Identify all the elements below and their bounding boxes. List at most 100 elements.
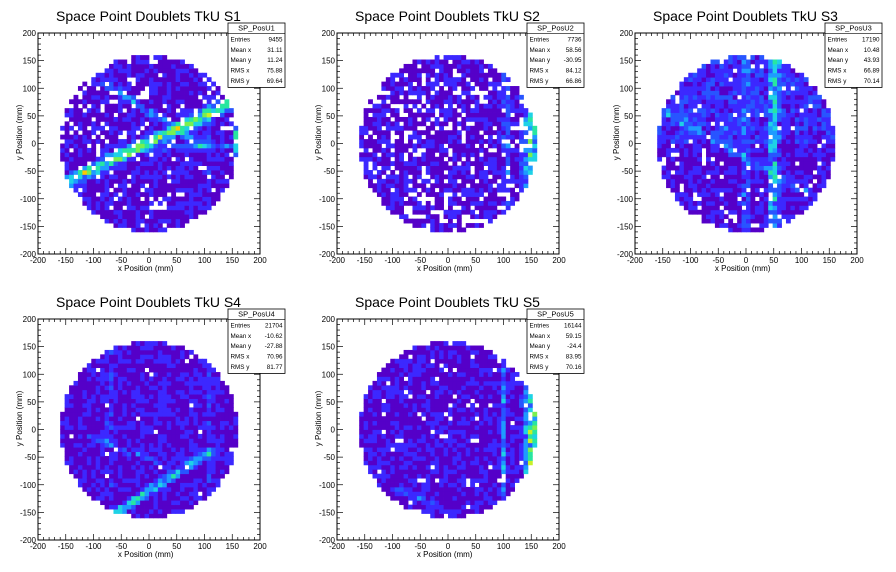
heatmap-cell — [683, 147, 689, 153]
heatmap-cell — [135, 178, 141, 184]
heatmap-cell — [69, 152, 74, 158]
heatmap-cell — [82, 125, 88, 131]
heatmap-cell — [180, 209, 185, 215]
heatmap-cell — [710, 174, 716, 180]
heatmap-cell — [385, 116, 391, 122]
heatmap-cell — [64, 112, 70, 118]
heatmap-cell — [157, 416, 163, 422]
heatmap-cell — [86, 473, 92, 479]
heatmap-cell — [149, 72, 154, 78]
heatmap-cell — [799, 77, 805, 83]
heatmap-cell — [140, 500, 145, 506]
heatmap-cell — [100, 354, 105, 360]
heatmap-cell — [91, 478, 97, 483]
heatmap-cell — [166, 200, 172, 206]
heatmap-cell — [64, 416, 70, 422]
heatmap-cell — [821, 108, 827, 113]
heatmap-cell — [113, 214, 119, 220]
heatmap-cell — [723, 77, 729, 83]
heatmap-cell — [474, 200, 480, 206]
heatmap-cell — [117, 411, 123, 417]
heatmap-cell — [701, 183, 707, 189]
heatmap-cell — [416, 156, 422, 162]
heatmap-cell — [772, 108, 778, 113]
heatmap-cell — [140, 205, 145, 211]
heatmap-cell — [754, 209, 760, 215]
heatmap-cell — [171, 81, 177, 87]
heatmap-cell — [448, 72, 453, 78]
heatmap-cell — [109, 121, 114, 127]
heatmap-cell — [153, 367, 159, 373]
heatmap-cell — [474, 183, 480, 189]
heatmap-cell — [228, 174, 234, 180]
heatmap-cell — [122, 112, 128, 118]
heatmap-cell — [91, 81, 97, 87]
heatmap-cell — [162, 416, 168, 422]
heatmap-cell — [104, 192, 110, 197]
heatmap-cell — [157, 509, 163, 514]
heatmap-cell — [211, 196, 216, 202]
heatmap-cell — [64, 143, 70, 149]
heatmap-cell — [202, 433, 208, 439]
heatmap-cell — [215, 130, 221, 136]
heatmap-cell — [162, 121, 168, 127]
heatmap-cell — [523, 139, 529, 144]
heatmap-cell — [456, 68, 462, 74]
heatmap-cell — [100, 116, 105, 122]
heatmap-cell — [175, 389, 181, 395]
heatmap-cell — [135, 460, 141, 466]
heatmap-cell — [456, 183, 462, 189]
heatmap-cell — [157, 139, 163, 144]
heatmap-cell — [126, 376, 132, 382]
heatmap-cell — [492, 187, 498, 193]
heatmap-cell — [808, 94, 813, 100]
heatmap-cell — [126, 187, 132, 193]
heatmap-cell — [697, 165, 702, 171]
heatmap-cell — [416, 139, 422, 144]
heatmap-cell — [448, 183, 453, 189]
heatmap-cell — [483, 77, 489, 83]
heatmap-cell — [514, 183, 520, 189]
heatmap-cell — [166, 420, 172, 426]
heatmap-cell — [692, 147, 698, 153]
heatmap-cell — [421, 68, 427, 74]
heatmap-cell — [443, 68, 449, 74]
heatmap-cell — [104, 68, 110, 74]
heatmap-cell — [180, 196, 185, 202]
heatmap-cell — [122, 59, 128, 65]
heatmap-cell — [91, 402, 97, 408]
heatmap-cell — [737, 112, 742, 118]
heatmap-cell — [166, 214, 172, 220]
heatmap-cell — [759, 227, 765, 233]
heatmap-cell — [233, 152, 239, 158]
heatmap-cell — [184, 398, 190, 404]
heatmap-cell — [781, 152, 787, 158]
heatmap-cell — [408, 116, 413, 122]
heatmap-cell — [193, 456, 199, 461]
heatmap-cell — [135, 354, 141, 360]
heatmap-cell — [144, 134, 150, 140]
heatmap-cell — [73, 429, 79, 435]
heatmap-cell — [193, 178, 199, 184]
heatmap-cell — [73, 402, 79, 408]
heatmap-cell — [144, 72, 150, 78]
heatmap-cell — [220, 174, 225, 180]
heatmap-cell — [519, 152, 524, 158]
heatmap-cell — [188, 372, 194, 377]
heatmap-cell — [501, 161, 507, 166]
heatmap-cell — [166, 411, 172, 417]
heatmap-cell — [197, 433, 203, 439]
heatmap-cell — [135, 152, 141, 158]
heatmap-cell — [496, 143, 502, 149]
heatmap-cell — [171, 99, 177, 105]
heatmap-cell — [750, 165, 756, 171]
heatmap-cell — [162, 147, 168, 153]
heatmap-cell — [399, 81, 404, 87]
heatmap-cell — [763, 86, 769, 91]
heatmap-cell — [202, 420, 208, 426]
heatmap-cell — [772, 77, 778, 83]
heatmap-cell — [228, 134, 234, 140]
heatmap-cell — [113, 125, 119, 131]
heatmap-cell — [785, 183, 791, 189]
heatmap-cell — [77, 394, 83, 399]
